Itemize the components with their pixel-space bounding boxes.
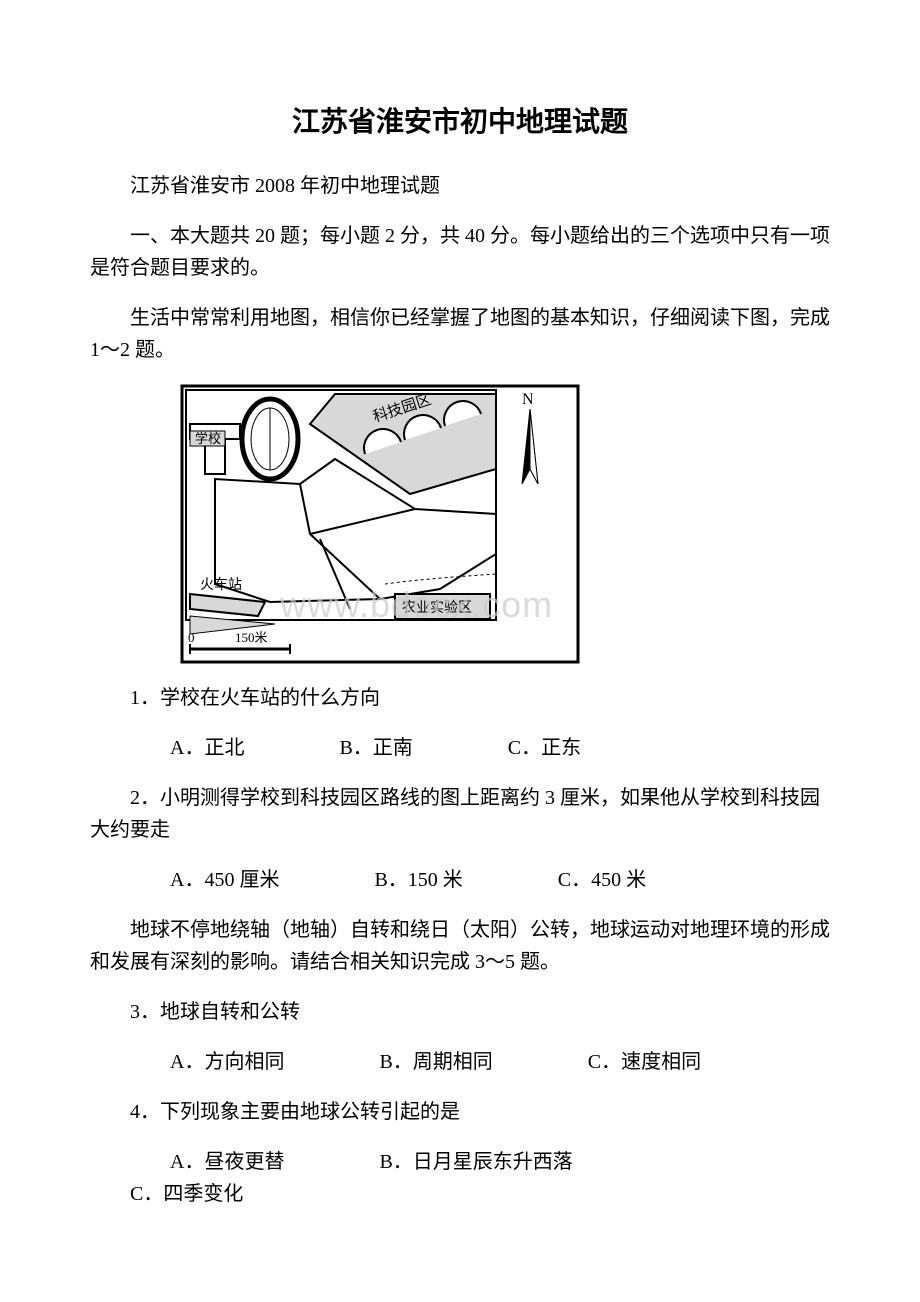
q2-option-b: B．150 米 [334, 864, 462, 896]
q2-option-a: A．450 厘米 [130, 864, 279, 896]
context-q1-q2: 生活中常常利用地图，相信你已经掌握了地图的基本知识，仔细阅读下图，完成 1～2 … [90, 302, 830, 366]
q1-option-c: C．正东 [468, 732, 581, 764]
q1-text: 1．学校在火车站的什么方向 [90, 682, 830, 714]
q1-options: A．正北 B．正南 C．正东 [90, 732, 830, 764]
map-label-north: N [522, 391, 534, 408]
q3-text: 3．地球自转和公转 [90, 996, 830, 1028]
q3-option-b: B．周期相同 [339, 1046, 492, 1078]
map-figure: 学校 科技园区 火车站 农业实验区 N [180, 384, 580, 664]
map-scale-0: 0 [188, 630, 195, 645]
q1-option-b: B．正南 [299, 732, 412, 764]
map-label-trainstation: 火车站 [200, 576, 242, 593]
q2-options: A．450 厘米 B．150 米 C．450 米 [90, 864, 830, 896]
q3-options: A．方向相同 B．周期相同 C．速度相同 [90, 1046, 830, 1078]
page-title: 江苏省淮安市初中地理试题 [90, 100, 830, 140]
map-label-agrizone: 农业实验区 [402, 600, 472, 616]
q1-option-a: A．正北 [130, 732, 244, 764]
map-label-school: 学校 [195, 431, 221, 446]
map-svg: 学校 科技园区 火车站 农业实验区 N [180, 384, 580, 664]
q3-option-c: C．速度相同 [548, 1046, 701, 1078]
map-scale-val: 150米 [235, 630, 268, 645]
section-intro: 一、本大题共 20 题；每小题 2 分，共 40 分。每小题给出的三个选项中只有… [90, 220, 830, 284]
subtitle: 江苏省淮安市 2008 年初中地理试题 [90, 170, 830, 202]
q4-text: 4．下列现象主要由地球公转引起的是 [90, 1096, 830, 1128]
q2-text: 2．小明测得学校到科技园区路线的图上距离约 3 厘米，如果他从学校到科技园大约要… [90, 782, 830, 846]
q4-option-c: C．四季变化 [90, 1178, 243, 1210]
q4-option-a: A．昼夜更替 [130, 1146, 284, 1178]
q4-options: A．昼夜更替 B．日月星辰东升西落 C．四季变化 [90, 1146, 830, 1210]
q2-option-c: C．450 米 [518, 864, 646, 896]
north-arrow-icon [522, 409, 538, 484]
q4-option-b: B．日月星辰东升西落 [339, 1146, 572, 1178]
q3-option-a: A．方向相同 [130, 1046, 284, 1078]
context-q3-q5: 地球不停地绕轴（地轴）自转和绕日（太阳）公转，地球运动对地理环境的形成和发展有深… [90, 914, 830, 978]
